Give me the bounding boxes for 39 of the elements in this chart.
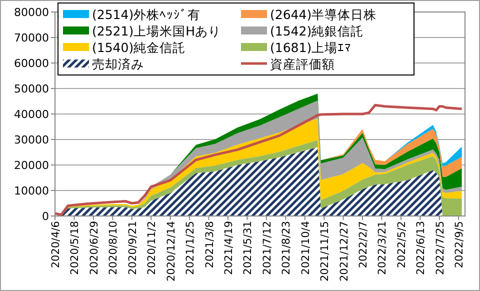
x-tick-label: 2020/8/10 — [108, 221, 120, 275]
x-tick-label: 2020/12/14 — [165, 220, 178, 282]
y-tick-label: 50000 — [14, 82, 49, 96]
legend-label: (2644)半導体日株 — [270, 7, 377, 22]
y-tick-label: 20000 — [14, 159, 49, 172]
x-tick-label: 2021/4/19 — [222, 221, 235, 275]
x-tick-label: 2022/2/7 — [358, 221, 370, 268]
x-tick-label: 2020/5/18 — [69, 221, 82, 275]
y-tick-label: 10000 — [14, 184, 49, 198]
legend-label: (1540)純金信託 — [92, 40, 186, 55]
x-tick-label: 2020/11/2 — [146, 221, 158, 275]
x-tick-label: 2021/7/12 — [261, 221, 274, 275]
x-tick-label: 2021/5/31 — [242, 221, 254, 275]
legend-label: (1681)上場ｴﾏ — [270, 40, 352, 55]
y-tick-label: 70000 — [14, 32, 49, 44]
x-tick-label: 2022/3/21 — [376, 221, 389, 275]
x-tick-label: 2020/9/21 — [126, 221, 139, 275]
y-tick-label: 40000 — [14, 108, 49, 121]
x-tick-label: 2021/12/27 — [338, 221, 350, 282]
x-tick-label: 2021/8/23 — [280, 221, 293, 275]
legend-label: 売却済み — [92, 56, 144, 72]
x-tick-label: 2021/3/8 — [204, 221, 216, 268]
y-tick-label: 0 — [42, 210, 49, 223]
x-tick-label: 2022/9/5 — [454, 221, 466, 268]
x-tick-label: 2022/7/25 — [434, 221, 446, 275]
y-tick-label: 30000 — [14, 134, 49, 146]
legend-label: (1542)純銀信託 — [270, 24, 364, 38]
legend-label: (2521)上場米国Hあり — [92, 24, 221, 38]
y-tick-label: 80000 — [14, 6, 49, 19]
x-tick-label: 2020/6/29 — [88, 221, 100, 275]
x-tick-label: 2021/11/15 — [319, 221, 332, 282]
x-tick-label: 2021/1/25 — [184, 221, 197, 275]
x-tick-label: 2022/5/2 — [396, 221, 408, 268]
x-tick-label: 2020/4/6 — [50, 220, 62, 268]
x-tick-label: 2022/6/13 — [415, 221, 428, 275]
legend-label: 資産評価額 — [270, 56, 335, 72]
y-tick-label: 60000 — [14, 57, 49, 70]
x-tick-label: 2021/10/4 — [300, 220, 312, 275]
legend-label: (2514)外株ﾍｯｼﾞ有 — [92, 7, 201, 22]
